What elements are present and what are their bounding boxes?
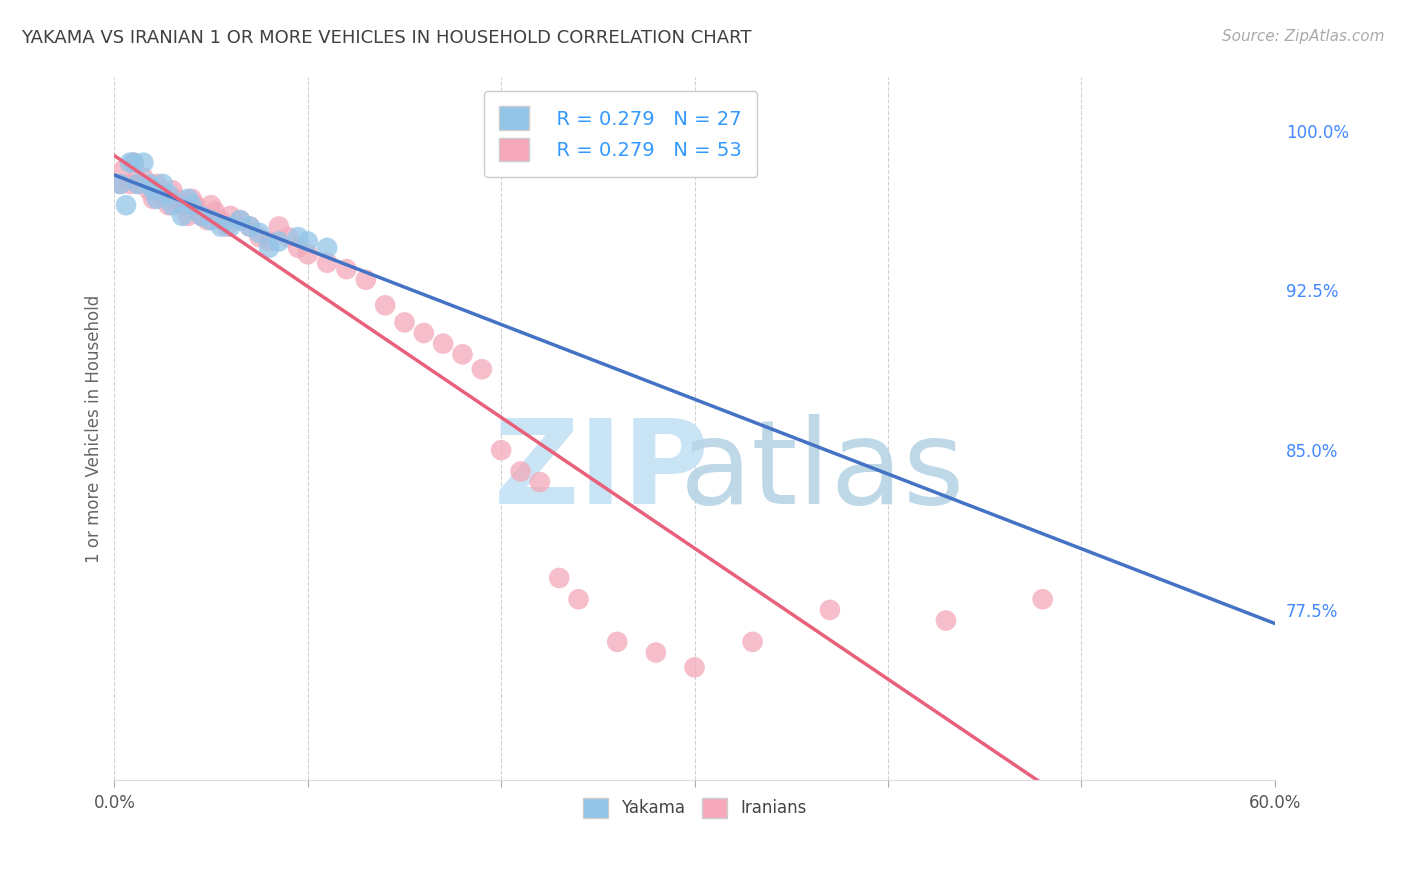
Point — [277, 230, 299, 244]
Point — [200, 213, 222, 227]
Point — [316, 241, 339, 255]
Point — [132, 170, 155, 185]
Point — [215, 219, 238, 234]
Point — [138, 177, 160, 191]
Point — [127, 177, 149, 191]
Point — [267, 219, 290, 234]
Point — [548, 571, 571, 585]
Y-axis label: 1 or more Vehicles in Household: 1 or more Vehicles in Household — [86, 294, 103, 563]
Point — [219, 209, 242, 223]
Point — [394, 315, 416, 329]
Point — [567, 592, 589, 607]
Point — [297, 235, 319, 249]
Text: ZIP: ZIP — [494, 414, 710, 529]
Point — [118, 155, 141, 169]
Point — [204, 204, 226, 219]
Text: YAKAMA VS IRANIAN 1 OR MORE VEHICLES IN HOUSEHOLD CORRELATION CHART: YAKAMA VS IRANIAN 1 OR MORE VEHICLES IN … — [21, 29, 752, 46]
Point — [529, 475, 551, 489]
Point — [297, 247, 319, 261]
Point — [239, 219, 262, 234]
Point — [112, 161, 135, 176]
Point — [146, 192, 169, 206]
Point — [190, 209, 212, 223]
Point — [172, 198, 194, 212]
Point — [287, 230, 309, 244]
Point — [152, 177, 174, 191]
Point — [451, 347, 474, 361]
Point — [127, 177, 149, 191]
Point — [142, 192, 165, 206]
Point — [335, 262, 357, 277]
Point — [142, 183, 165, 197]
Point — [229, 213, 252, 227]
Point — [257, 235, 280, 249]
Point — [108, 177, 131, 191]
Point — [157, 187, 180, 202]
Point — [209, 219, 232, 234]
Point — [118, 177, 141, 191]
Point — [200, 198, 222, 212]
Point — [162, 198, 184, 212]
Point — [115, 198, 138, 212]
Point — [249, 230, 271, 244]
Point — [644, 646, 666, 660]
Point — [108, 177, 131, 191]
Point — [741, 635, 763, 649]
Point — [122, 155, 145, 169]
Point — [267, 235, 290, 249]
Point — [177, 192, 200, 206]
Point — [219, 219, 242, 234]
Point — [172, 209, 194, 223]
Point — [249, 226, 271, 240]
Point — [152, 187, 174, 202]
Point — [122, 155, 145, 169]
Point — [239, 219, 262, 234]
Point — [180, 192, 202, 206]
Point — [157, 198, 180, 212]
Point — [138, 183, 160, 197]
Point — [683, 660, 706, 674]
Point — [184, 198, 207, 212]
Point — [165, 192, 187, 206]
Point — [818, 603, 841, 617]
Point — [257, 241, 280, 255]
Point — [229, 213, 252, 227]
Point — [146, 177, 169, 191]
Point — [471, 362, 494, 376]
Point — [935, 614, 957, 628]
Point — [374, 298, 396, 312]
Point — [132, 155, 155, 169]
Point — [354, 273, 377, 287]
Point — [606, 635, 628, 649]
Point — [190, 209, 212, 223]
Text: Source: ZipAtlas.com: Source: ZipAtlas.com — [1222, 29, 1385, 44]
Point — [209, 213, 232, 227]
Text: atlas: atlas — [679, 414, 965, 529]
Point — [287, 241, 309, 255]
Point — [432, 336, 454, 351]
Point — [489, 443, 512, 458]
Legend: Yakama, Iranians: Yakama, Iranians — [576, 791, 813, 825]
Point — [195, 213, 218, 227]
Point — [1032, 592, 1054, 607]
Point — [162, 183, 184, 197]
Point — [316, 256, 339, 270]
Point — [509, 465, 531, 479]
Point — [412, 326, 434, 340]
Point — [177, 209, 200, 223]
Point — [180, 198, 202, 212]
